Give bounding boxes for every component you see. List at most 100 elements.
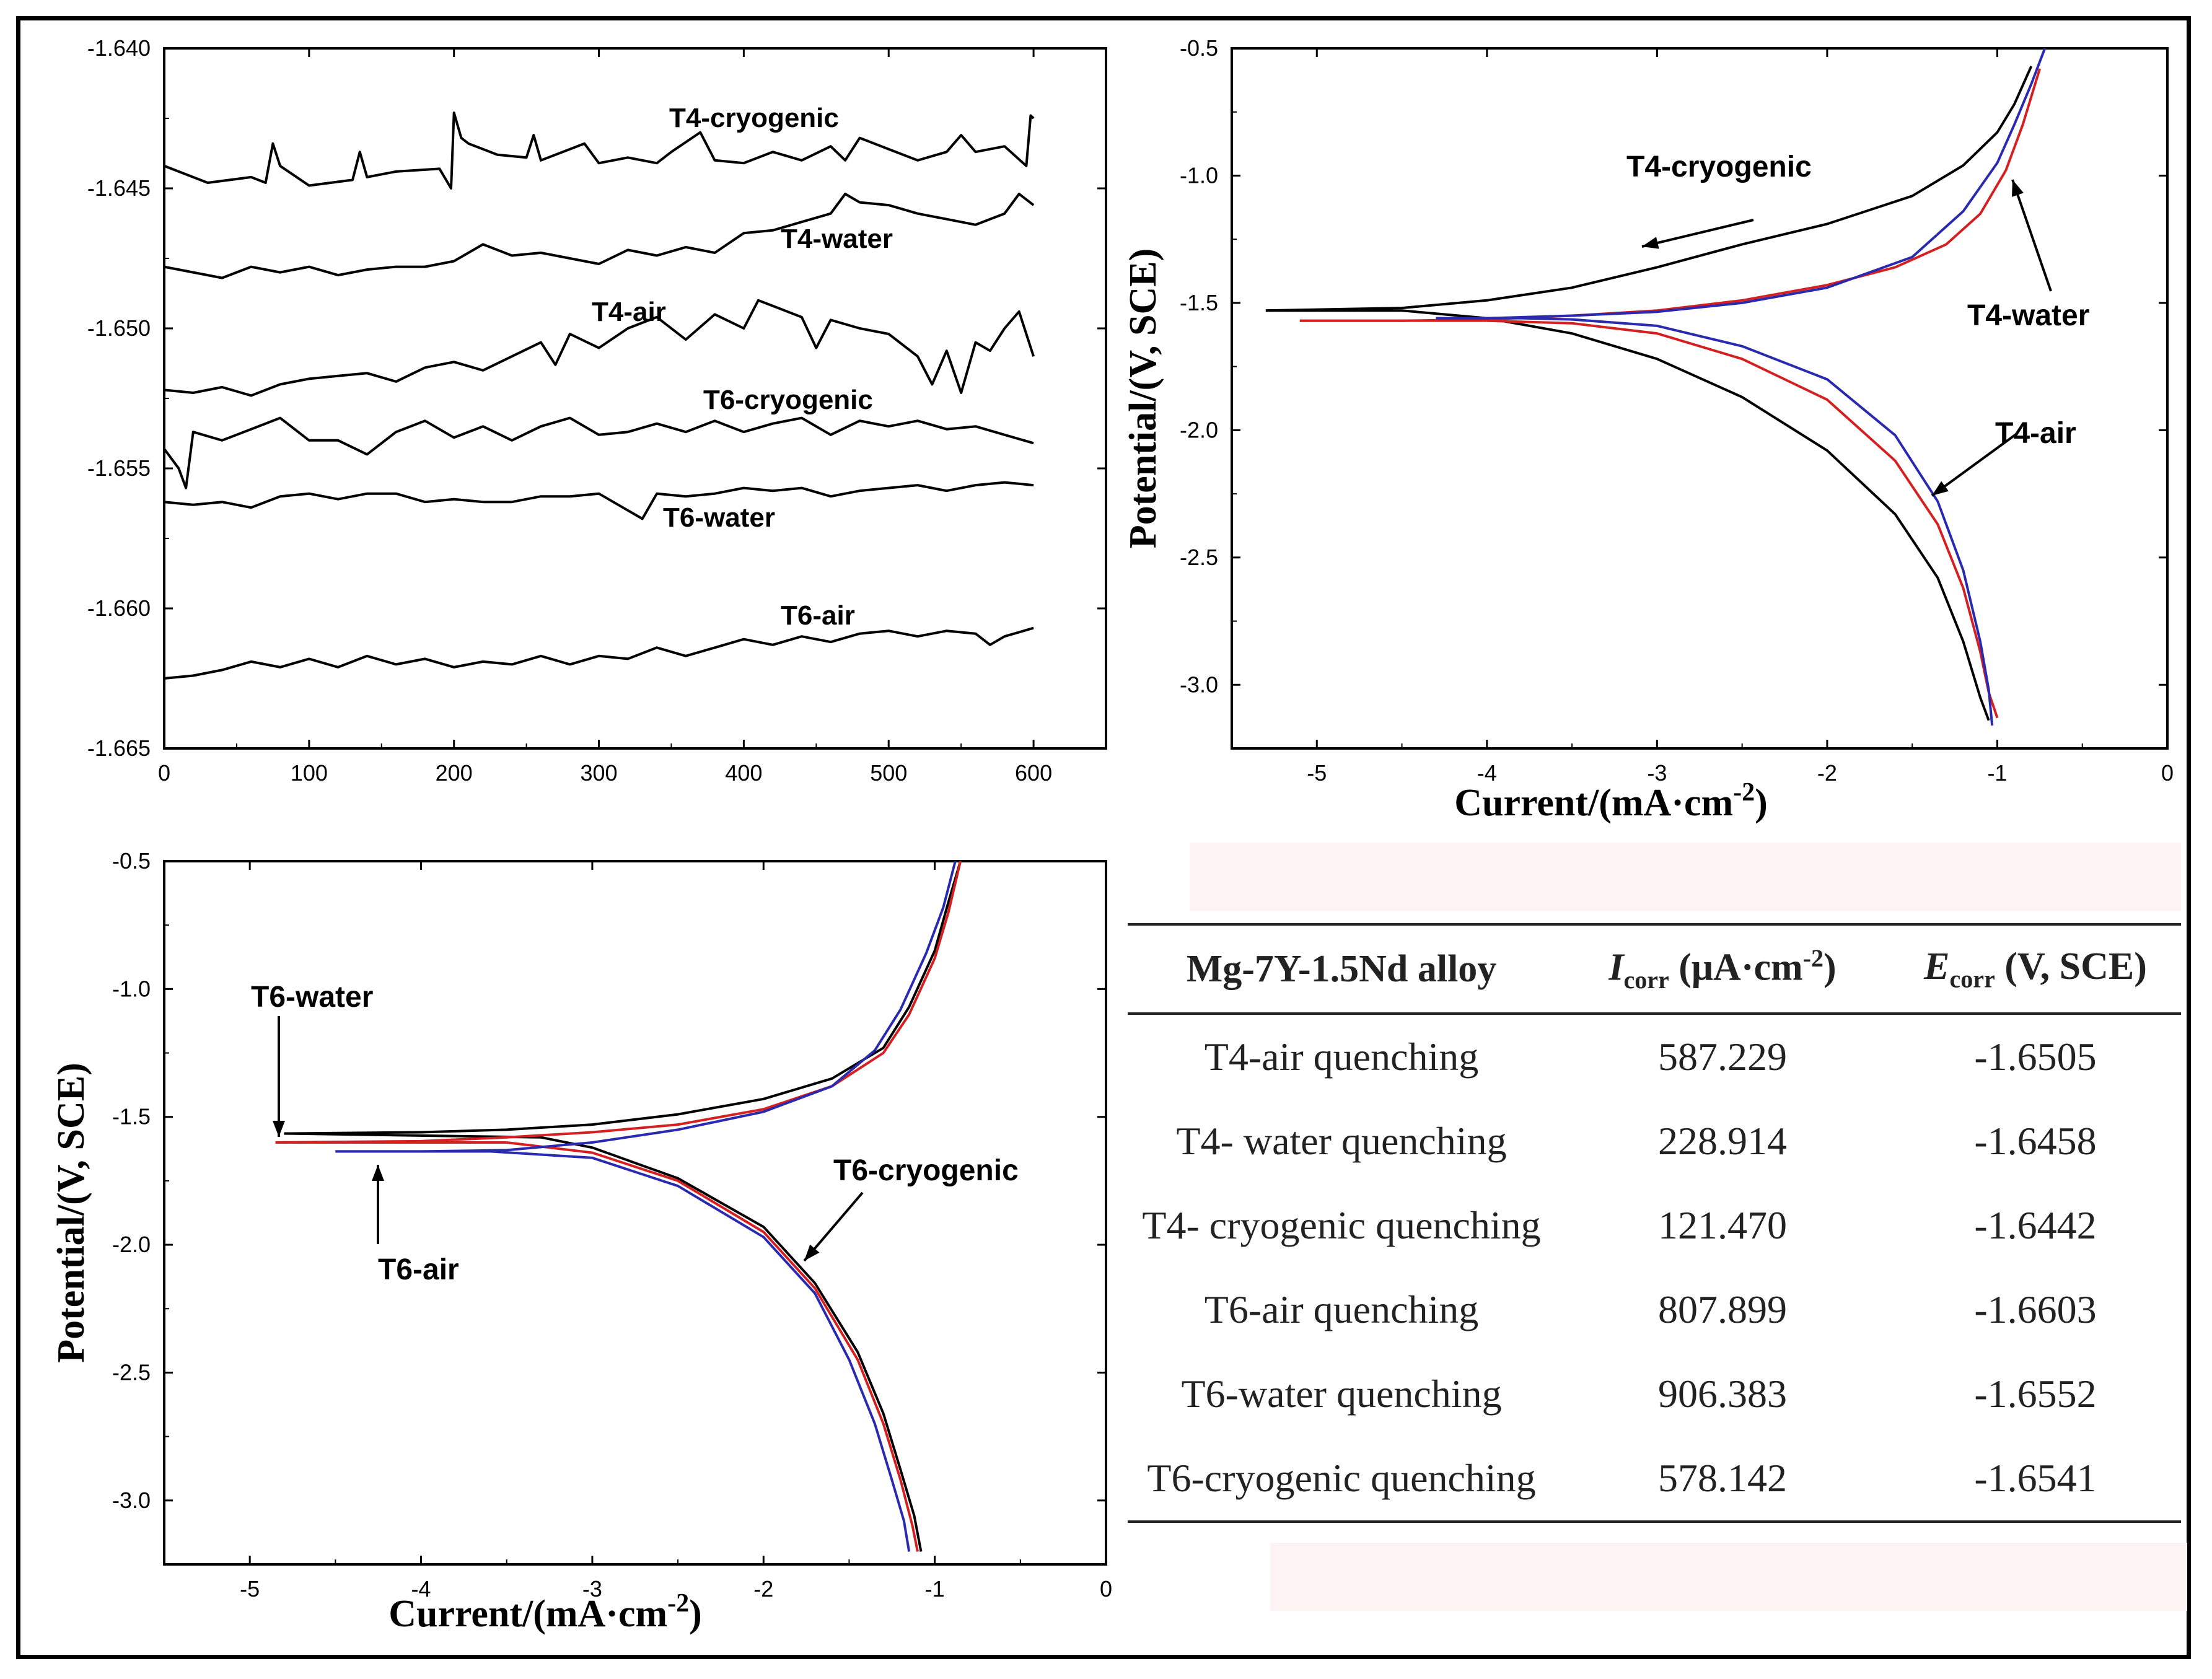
x-tick-label: 600 [1015, 760, 1052, 786]
y-tick-label: -1.0 [1180, 162, 1218, 188]
table-header-row: Mg-7Y-1.5Nd alloy Icorr (μA·cm-2) Ecorr … [1128, 926, 2181, 1012]
y-tick-label: -3.0 [1180, 672, 1218, 697]
cell-icorr: 807.899 [1658, 1287, 1787, 1331]
branch-cathodic-t4-cryogenic [1402, 309, 1990, 721]
x-axis-title-main: Current/(mA·cm [1454, 782, 1733, 824]
y-tick-label: -1.645 [87, 175, 151, 201]
highlight-band-bottom [1270, 1543, 2187, 1611]
x-tick-label: 500 [870, 760, 907, 786]
cell-icorr: 906.383 [1658, 1372, 1787, 1416]
series-label: T6-water [663, 502, 775, 533]
series-label: T6-cryogenic [833, 1154, 1019, 1187]
cell-ecorr: -1.6442 [1974, 1203, 2097, 1247]
x-tick-label: 100 [291, 760, 328, 786]
arrow-head [273, 1121, 285, 1137]
plot-frame [163, 860, 1107, 1566]
cell-ecorr: -1.6505 [1974, 1035, 2097, 1079]
series-line-t4-cryogenic [164, 112, 1035, 190]
branch-anodic-t6-water [275, 861, 962, 1144]
series-label: T6-water [251, 981, 373, 1014]
series-line-t4-air [164, 299, 1035, 397]
y-tick-label: -1.5 [1180, 290, 1218, 315]
branch-cathodic-t6-water [506, 1141, 919, 1552]
table-row: T4-air quenching 587.229 -1.6505 [1128, 1015, 2181, 1099]
x-tick-label: 300 [580, 760, 617, 786]
y-tick-label: -2.5 [112, 1359, 151, 1385]
table-row: T4- cryogenic quenching 121.470 -1.6442 [1128, 1183, 2181, 1268]
x-axis-title: Current/(mA·cm-2) [1454, 778, 1768, 824]
y-tick-label: -1.665 [87, 735, 151, 761]
cell-alloy: T4- cryogenic quenching [1142, 1203, 1541, 1247]
arrow-head [1932, 481, 1949, 496]
table-body: T4-air quenching 587.229 -1.6505 T4- water … [1128, 1015, 2181, 1520]
header-ecorr: Ecorr (V, SCE) [1924, 945, 2147, 993]
header-alloy: Mg-7Y-1.5Nd alloy [1186, 947, 1497, 990]
branch-cathodic-t6-air [489, 1150, 911, 1552]
x-tick-label: -1 [1987, 760, 2007, 786]
annotation-arrow [2011, 179, 2052, 292]
cell-icorr: 121.470 [1658, 1203, 1787, 1247]
series-label: T4-water [781, 224, 893, 254]
cell-alloy: T4- water quenching [1176, 1119, 1507, 1163]
y-tick-label: -1.0 [112, 976, 151, 1001]
table-mid-rule [1128, 1012, 2181, 1015]
cell-ecorr: -1.6552 [1974, 1372, 2097, 1416]
x-axis-title-close: ) [1755, 782, 1768, 824]
series-label: T6-air [378, 1253, 459, 1286]
figure-frame [16, 16, 2191, 1659]
corrosion-parameters-table: Mg-7Y-1.5Nd alloy Icorr (μA·cm-2) Ecorr … [1128, 923, 2181, 1523]
tafel-t6-chart: -5 -4 -3 -2 -1 0 -0.5 -1.0 -1.5 -2.0 -2.5 -3.0 T6-wa… [50, 848, 1112, 1635]
series-label: T4-cryogenic [1626, 151, 1812, 183]
branch-cathodic-t6-cryogenic [540, 1136, 923, 1552]
table-row: T6-cryogenic quenching 578.142 -1.6541 [1128, 1436, 2181, 1520]
branch-cathodic-t4-air [1521, 317, 1994, 726]
cell-alloy: T4-air quenching [1204, 1035, 1479, 1079]
x-tick-label: -4 [411, 1576, 431, 1602]
x-tick-label: -5 [1307, 760, 1327, 786]
table-row: T4- water quenching 228.914 -1.6458 [1128, 1099, 2181, 1183]
table-top-rule [1128, 923, 2181, 926]
series-line-t6-water [164, 481, 1034, 520]
x-tick-label: -3 [1647, 760, 1667, 786]
x-tick-label: -3 [582, 1576, 602, 1602]
header-icorr: Icorr (μA·cm-2) [1609, 944, 1837, 994]
x-tick-label: -4 [1477, 760, 1497, 786]
arrow-head [372, 1165, 384, 1181]
branch-cathodic-t4-water [1486, 319, 1999, 719]
x-axis-title-exp: -2 [1733, 778, 1755, 807]
highlight-band-top [1190, 843, 2181, 911]
ocp-chart: 0 100 200 300 400 500 600 -1.640 -1.645 -1.650 -1.… [87, 35, 1107, 786]
series-label: T6-cryogenic [703, 385, 873, 415]
y-tick-label: -2.5 [1180, 545, 1218, 570]
cell-alloy: T6-water quenching [1181, 1372, 1502, 1416]
arrow-head [1642, 237, 1659, 249]
series-label: T4-water [1967, 299, 2089, 332]
arrow-head [2012, 180, 2024, 197]
series-label: T4-air [592, 297, 666, 327]
y-tick-label: -3.0 [112, 1488, 151, 1513]
series-label: T4-air [1995, 417, 2076, 450]
y-tick-label: -1.650 [87, 315, 151, 341]
table-row: T6-water quenching 906.383 -1.6552 [1128, 1352, 2181, 1436]
cell-ecorr: -1.6458 [1974, 1119, 2097, 1163]
branch-anodic-t4-water [1299, 68, 2042, 322]
y-tick-label: -1.5 [112, 1104, 151, 1129]
cell-ecorr: -1.6603 [1974, 1287, 2097, 1331]
x-tick-label: 0 [158, 760, 170, 786]
y-tick-label: -1.640 [87, 35, 151, 61]
annotation-arrow [1641, 219, 1754, 248]
branch-anodic-t4-cryogenic [1265, 65, 2033, 312]
y-tick-label: -1.655 [87, 455, 151, 481]
series-label: T4-cryogenic [669, 103, 839, 133]
cell-icorr: 587.229 [1658, 1035, 1787, 1079]
branch-anodic-t6-cryogenic [284, 861, 962, 1135]
branch-anodic-t4-air [1436, 48, 2047, 320]
series-line-t6-cryogenic [163, 416, 1034, 489]
x-tick-label: 0 [2161, 760, 2174, 786]
x-tick-label: -5 [240, 1576, 260, 1602]
y-tick-label: -1.660 [87, 595, 151, 621]
y-axis-title: Potential/(V, SCE) [1122, 248, 1164, 549]
x-tick-label: -2 [1817, 760, 1837, 786]
y-tick-label: -2.0 [112, 1232, 151, 1257]
